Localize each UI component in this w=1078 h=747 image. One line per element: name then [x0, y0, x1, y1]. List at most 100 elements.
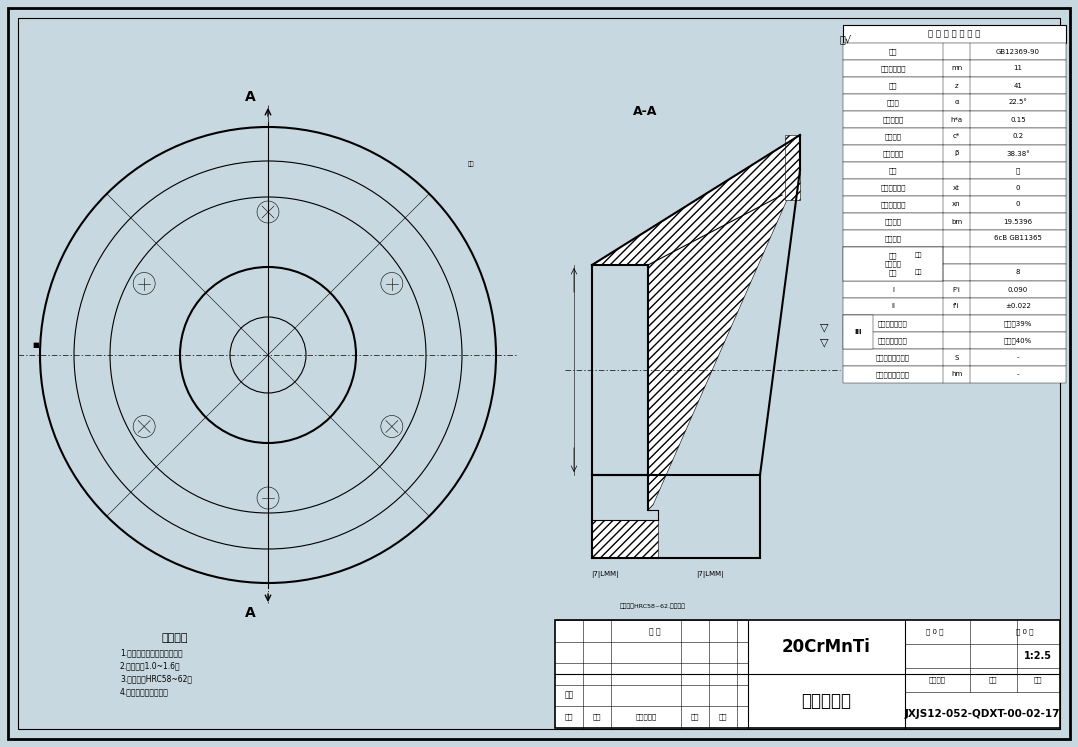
- Bar: [843, 43, 1066, 60]
- Text: 旋向: 旋向: [888, 167, 897, 174]
- Text: 配对齿轮: 配对齿轮: [885, 261, 901, 267]
- Text: 细√: 细√: [840, 34, 852, 44]
- Bar: [843, 196, 1066, 213]
- Text: 精度等级: 精度等级: [885, 235, 901, 242]
- Text: |7|LMM|: |7|LMM|: [696, 571, 723, 578]
- Text: II: II: [892, 303, 895, 309]
- Text: 径向变位系数: 径向变位系数: [881, 201, 906, 208]
- Text: 41: 41: [1013, 82, 1022, 88]
- Text: 1:2.5: 1:2.5: [1024, 651, 1052, 661]
- Bar: [555, 620, 1060, 728]
- Text: 从 动 锥 齿 参 数 表: 从 动 锥 齿 参 数 表: [928, 29, 981, 39]
- Text: 1.把形钢件齿面上若干部位。: 1.把形钢件齿面上若干部位。: [120, 648, 182, 657]
- Text: 更改文件名: 更改文件名: [635, 713, 657, 720]
- Bar: [843, 298, 1066, 315]
- Text: β: β: [954, 150, 958, 157]
- Text: 齿制: 齿制: [888, 49, 897, 55]
- Text: 右: 右: [1015, 167, 1020, 174]
- Text: 0.2: 0.2: [1012, 134, 1024, 140]
- Text: z: z: [955, 82, 958, 88]
- Text: GB12369-90: GB12369-90: [996, 49, 1040, 55]
- Text: 22.5°: 22.5°: [1009, 99, 1027, 105]
- Bar: [843, 213, 1066, 230]
- Text: hm: hm: [951, 371, 963, 377]
- Bar: [843, 230, 1066, 247]
- Text: 齿形角: 齿形角: [886, 99, 899, 106]
- Text: 3.齿轮精度HRC58~62。: 3.齿轮精度HRC58~62。: [120, 675, 192, 684]
- Text: 0: 0: [1015, 202, 1020, 208]
- Text: 标记: 标记: [565, 713, 573, 720]
- Polygon shape: [592, 135, 800, 510]
- Text: 接触长度接触率: 接触长度接触率: [879, 320, 908, 326]
- Text: 技术要求: 技术要求: [162, 633, 189, 643]
- Text: A-A: A-A: [633, 105, 658, 118]
- Text: JXJS12-052-QDXT-00-02-17: JXJS12-052-QDXT-00-02-17: [904, 709, 1061, 719]
- Text: A: A: [245, 606, 255, 620]
- Polygon shape: [785, 135, 800, 200]
- Text: 粗糙: 粗糙: [468, 161, 474, 167]
- Text: A: A: [245, 90, 255, 104]
- Text: f'i: f'i: [953, 303, 959, 309]
- Text: -: -: [1017, 371, 1020, 377]
- Text: 6cB GB11365: 6cB GB11365: [994, 235, 1042, 241]
- Text: 38.38°: 38.38°: [1006, 150, 1029, 157]
- Text: 重量: 重量: [990, 677, 997, 684]
- Text: α: α: [954, 99, 958, 105]
- Text: ±0.022: ±0.022: [1005, 303, 1031, 309]
- Text: ▽: ▽: [820, 322, 829, 332]
- Polygon shape: [592, 520, 658, 558]
- Bar: [843, 60, 1066, 77]
- Text: -: -: [1017, 355, 1020, 361]
- Text: 大端端面模数: 大端端面模数: [881, 65, 906, 72]
- Text: c*: c*: [953, 134, 960, 140]
- Bar: [843, 145, 1066, 162]
- Bar: [843, 349, 1066, 366]
- Bar: [843, 25, 1066, 43]
- Text: 齿顶高系数: 齿顶高系数: [883, 117, 903, 123]
- Bar: [843, 332, 1066, 349]
- Text: 不少于40%: 不少于40%: [1004, 337, 1032, 344]
- Text: F'i: F'i: [953, 287, 960, 293]
- Text: S: S: [954, 355, 958, 361]
- Bar: [843, 128, 1066, 145]
- Text: 大端齿高: 大端齿高: [885, 218, 901, 225]
- Text: 11: 11: [1013, 66, 1023, 72]
- Text: 图样标记: 图样标记: [929, 677, 946, 684]
- Text: 中点螺旋角: 中点螺旋角: [883, 150, 903, 157]
- Text: xn: xn: [952, 202, 960, 208]
- Text: 20CrMnTi: 20CrMnTi: [782, 638, 871, 656]
- Text: xt: xt: [953, 185, 959, 190]
- Text: 第 0 张: 第 0 张: [1017, 629, 1034, 635]
- Text: h*a: h*a: [951, 117, 963, 123]
- Bar: [843, 281, 1066, 298]
- Bar: [843, 111, 1066, 128]
- Text: 8: 8: [1015, 270, 1020, 276]
- Text: 齿数: 齿数: [914, 270, 922, 276]
- Text: 图号: 图号: [888, 252, 897, 258]
- Text: 顶隙系数: 顶隙系数: [885, 133, 901, 140]
- Text: 19.5396: 19.5396: [1004, 219, 1033, 225]
- Text: 0.15: 0.15: [1010, 117, 1026, 123]
- Text: 处数: 处数: [593, 713, 602, 720]
- Text: 比例: 比例: [1034, 677, 1042, 684]
- Text: ■: ■: [32, 342, 39, 348]
- Text: 大端分度圆弧齿厚: 大端分度圆弧齿厚: [876, 354, 910, 361]
- Text: III: III: [854, 329, 861, 335]
- Text: 签字: 签字: [691, 713, 700, 720]
- Text: 图号: 图号: [914, 252, 922, 258]
- Text: 大端分度圆弧齿高: 大端分度圆弧齿高: [876, 371, 910, 378]
- Bar: [843, 179, 1066, 196]
- Text: 2.齿轮精度1.0~1.6。: 2.齿轮精度1.0~1.6。: [120, 662, 181, 671]
- Text: 日期: 日期: [719, 713, 728, 720]
- Bar: [843, 264, 1066, 281]
- Text: 4.齿面接触精度检查。: 4.齿面接触精度检查。: [120, 687, 169, 696]
- Text: 齿数: 齿数: [888, 269, 897, 276]
- Bar: [570, 118, 840, 608]
- Bar: [843, 366, 1066, 383]
- Text: bm: bm: [951, 219, 962, 225]
- Text: 0.090: 0.090: [1008, 287, 1028, 293]
- Bar: [843, 77, 1066, 94]
- Text: 0: 0: [1015, 185, 1020, 190]
- Text: 共 0 张: 共 0 张: [926, 629, 943, 635]
- Text: 设计: 设计: [565, 690, 573, 699]
